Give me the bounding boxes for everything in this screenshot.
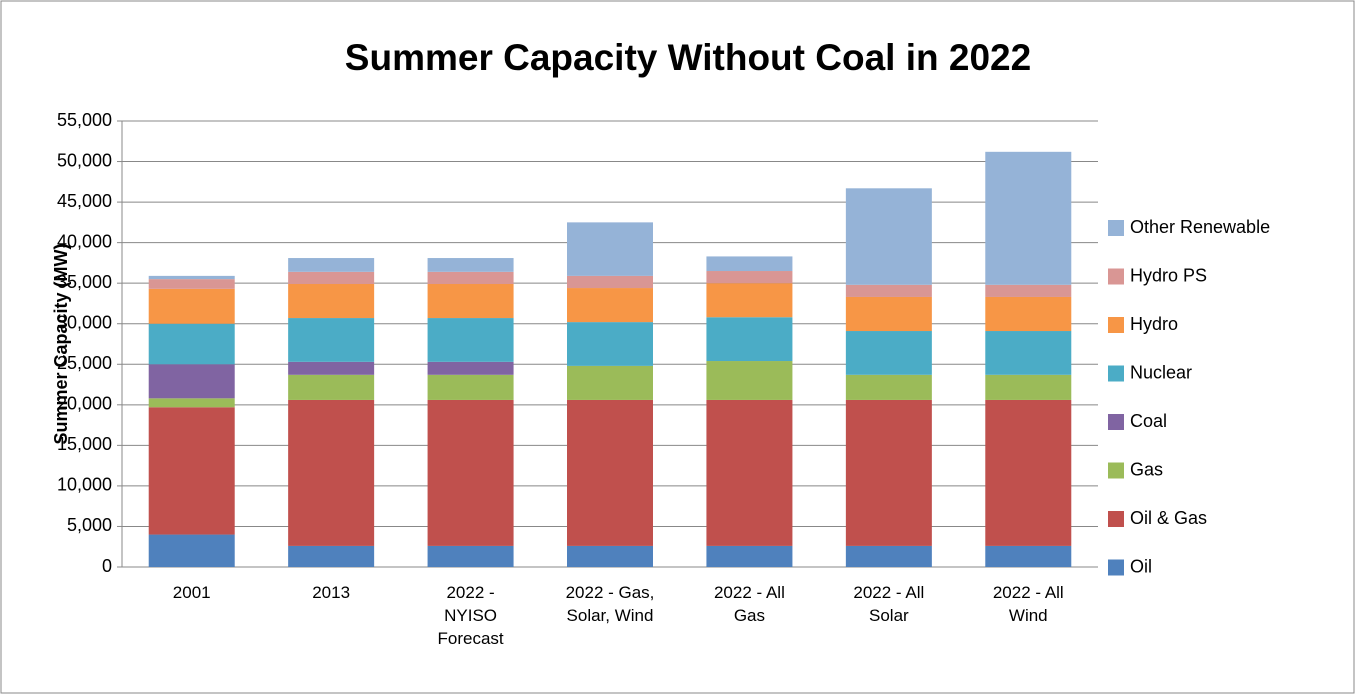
bar-segment (845, 284, 932, 297)
x-tick-label: 2022 - All Solar (853, 583, 925, 625)
bar-segment (148, 534, 235, 567)
legend-label: Nuclear (1130, 362, 1192, 382)
legend-label: Oil & Gas (1130, 508, 1207, 528)
bar-segment (567, 545, 653, 567)
bar-segment (845, 331, 932, 375)
bar-segment (985, 284, 1072, 297)
bar-segment (567, 222, 653, 276)
bar-segment (567, 275, 653, 289)
bar-segment (985, 331, 1072, 375)
x-tick-label: 2022 - NYISO Forecast (437, 583, 504, 648)
legend-swatch (1108, 511, 1124, 527)
bar-segment (427, 374, 514, 400)
x-tick-label: 2001 (172, 583, 211, 602)
bar-segment (706, 361, 793, 400)
legend-swatch (1108, 559, 1124, 576)
bar-segment (706, 317, 793, 362)
bar-segment (706, 283, 793, 318)
bar-segment (706, 399, 793, 546)
bar-segment (427, 399, 514, 546)
y-tick-label: 40,000 (57, 231, 112, 251)
y-tick-label: 30,000 (57, 312, 112, 332)
bar-segment (288, 361, 375, 375)
bar-segment (985, 296, 1072, 332)
x-tick-label: 2013 (312, 583, 351, 602)
bar-segment (706, 271, 793, 284)
legend-swatch (1108, 414, 1124, 430)
bar-segment (288, 283, 375, 319)
bar-segment (567, 399, 653, 546)
bar-segment (148, 323, 235, 365)
bar-segment (148, 288, 235, 324)
bar-segment (427, 271, 514, 284)
x-tick-label: 2022 - Gas, Solar, Wind (565, 583, 655, 625)
legend-label: Hydro (1130, 314, 1178, 334)
bar-segment (427, 361, 514, 375)
bar-segment (288, 318, 375, 362)
y-axis-label: Summer Capacity (MW) (51, 243, 71, 444)
chart-title: Summer Capacity Without Coal in 2022 (345, 37, 1031, 78)
y-tick-label: 50,000 (57, 150, 112, 170)
y-tick-label: 35,000 (57, 272, 112, 292)
legend-label: Gas (1130, 459, 1163, 479)
y-tick-label: 5,000 (67, 515, 112, 535)
legend-label: Coal (1130, 411, 1167, 431)
bar-segment (845, 545, 932, 567)
legend-label: Other Renewable (1130, 217, 1270, 237)
bar-segment (567, 365, 653, 400)
legend-label: Oil (1130, 556, 1152, 576)
y-tick-label: 25,000 (57, 353, 112, 373)
bar-segment (845, 374, 932, 400)
bar-segment (985, 151, 1072, 285)
y-tick-label: 45,000 (57, 191, 112, 211)
bar-segment (706, 545, 793, 567)
y-tick-label: 20,000 (57, 394, 112, 414)
bar-segment (567, 322, 653, 366)
bar-segment (845, 296, 932, 332)
y-tick-label: 10,000 (57, 475, 112, 495)
y-tick-label: 55,000 (57, 110, 112, 130)
bar-segment (706, 256, 793, 272)
legend-label: Hydro PS (1130, 265, 1207, 285)
bar-segment (427, 258, 514, 272)
bar-segment (845, 188, 932, 285)
bar-segment (288, 271, 375, 284)
legend-swatch (1108, 317, 1124, 333)
bar-segment (427, 318, 514, 362)
bar-segment (427, 545, 514, 567)
bar-segment (148, 275, 235, 280)
bar-segment (288, 399, 375, 546)
bar-segment (985, 399, 1072, 546)
bar-segment (567, 288, 653, 323)
legend-swatch (1108, 462, 1124, 479)
y-tick-label: 0 (102, 556, 112, 576)
bar-segment (148, 398, 235, 408)
bar-segment (427, 283, 514, 319)
bar-segment (148, 364, 235, 399)
bar-segment (288, 258, 375, 272)
legend-swatch (1108, 365, 1124, 382)
bar-segment (148, 279, 235, 289)
bar-segment (985, 545, 1072, 567)
bar-segment (148, 407, 235, 535)
bar-segment (288, 545, 375, 567)
bar-segment (288, 374, 375, 400)
x-tick-label: 2022 - All Gas (713, 583, 785, 625)
y-tick-label: 15,000 (57, 434, 112, 454)
bar-segment (985, 374, 1072, 400)
bar-segment (845, 399, 932, 546)
legend-swatch (1108, 220, 1124, 236)
legend-swatch (1108, 268, 1124, 285)
x-tick-label: 2022 - All Wind (992, 583, 1064, 625)
